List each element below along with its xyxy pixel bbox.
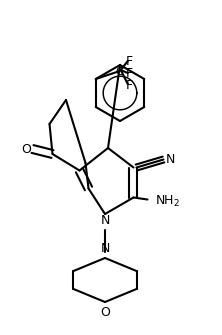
Text: N: N — [100, 214, 110, 227]
Text: C: C — [115, 67, 123, 77]
Text: F: F — [126, 78, 133, 91]
Text: F: F — [126, 55, 133, 67]
Text: F: F — [126, 67, 133, 79]
Text: N: N — [100, 242, 110, 255]
Text: O: O — [22, 142, 32, 155]
Text: N: N — [166, 153, 175, 166]
Text: NH$_2$: NH$_2$ — [155, 194, 180, 209]
Text: O: O — [100, 306, 110, 319]
